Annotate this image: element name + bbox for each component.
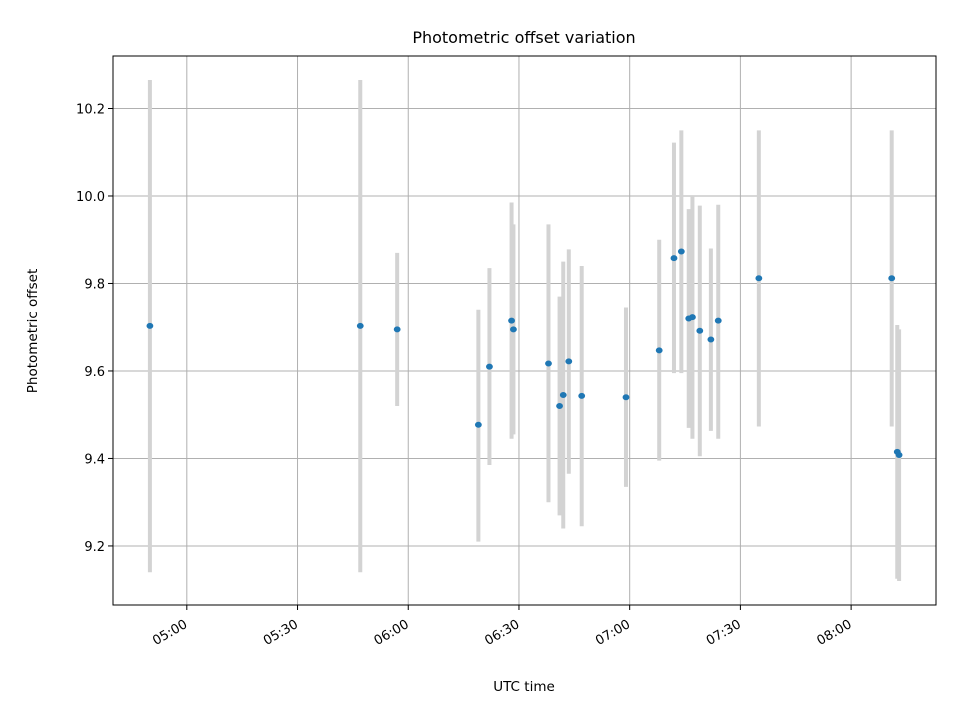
data-point <box>707 336 715 343</box>
y-tick-label: 10.2 <box>76 102 105 117</box>
x-tick-label: 07:30 <box>704 617 744 649</box>
data-point <box>393 326 401 333</box>
data-point <box>556 402 563 409</box>
data-point <box>622 394 630 401</box>
data-point <box>670 255 678 262</box>
data-point <box>714 317 722 324</box>
data-point <box>689 314 696 321</box>
data-points <box>146 248 903 458</box>
y-axis-label: Photometric offset <box>25 269 41 393</box>
data-point <box>474 421 482 428</box>
data-point <box>356 322 364 329</box>
x-tick-label: 06:30 <box>482 617 522 649</box>
error-bars <box>147 80 902 581</box>
data-point <box>888 275 896 282</box>
x-tick-label: 05:30 <box>261 617 301 649</box>
chart-title: Photometric offset variation <box>412 28 635 47</box>
data-point <box>755 275 763 282</box>
grid-lines <box>113 56 936 605</box>
y-tick-label: 9.8 <box>84 277 105 292</box>
data-point <box>895 451 903 458</box>
x-axis-ticks: 05:00 05:30 06:00 06:30 07:00 07:30 08:00 <box>150 605 855 649</box>
plot-frame <box>112 55 937 606</box>
x-tick-label: 05:00 <box>150 617 190 649</box>
data-point <box>696 327 704 334</box>
y-tick-label: 9.6 <box>84 365 105 380</box>
y-axis-ticks: 9.2 9.4 9.6 9.8 10.0 10.2 <box>76 102 113 555</box>
data-point <box>559 392 567 399</box>
x-tick-label: 08:00 <box>815 617 855 649</box>
y-tick-label: 9.4 <box>84 452 105 467</box>
data-point <box>146 322 154 329</box>
data-point <box>545 360 552 367</box>
x-tick-label: 07:00 <box>593 617 633 649</box>
x-axis-label: UTC time <box>493 679 555 695</box>
y-tick-label: 9.2 <box>84 540 105 555</box>
data-point <box>565 358 573 365</box>
data-point <box>677 248 685 255</box>
x-tick-label: 06:00 <box>372 617 412 649</box>
data-point <box>655 347 663 354</box>
data-point <box>510 326 517 333</box>
y-tick-label: 10.0 <box>76 190 105 205</box>
data-point <box>578 392 586 399</box>
data-point <box>508 317 515 324</box>
data-point <box>486 363 493 370</box>
